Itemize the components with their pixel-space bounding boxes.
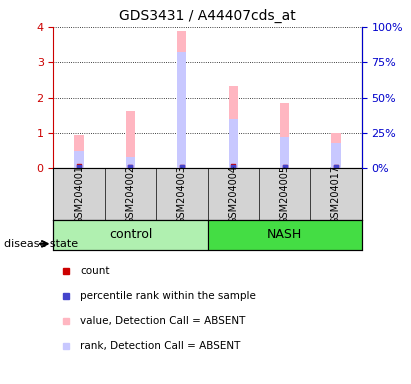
- Bar: [74, 151, 84, 169]
- Text: GSM204003: GSM204003: [177, 165, 187, 224]
- Point: [76, 163, 82, 169]
- Bar: [280, 103, 289, 169]
- Bar: [177, 52, 187, 169]
- Point: [127, 164, 134, 170]
- Bar: [126, 157, 135, 169]
- Bar: [208, 220, 362, 250]
- Point: [76, 164, 82, 170]
- Text: percentile rank within the sample: percentile rank within the sample: [80, 291, 256, 301]
- Text: rank, Detection Call = ABSENT: rank, Detection Call = ABSENT: [80, 341, 240, 351]
- Point: [281, 164, 288, 170]
- Bar: [74, 135, 84, 169]
- Point: [178, 164, 185, 170]
- Text: GSM204002: GSM204002: [125, 165, 136, 224]
- Point: [333, 164, 339, 170]
- Bar: [331, 133, 341, 169]
- Bar: [229, 119, 238, 169]
- Text: GSM204001: GSM204001: [74, 165, 84, 224]
- Text: control: control: [109, 228, 152, 242]
- Text: NASH: NASH: [267, 228, 302, 242]
- Bar: [126, 111, 135, 169]
- Bar: [280, 137, 289, 169]
- Title: GDS3431 / A44407cds_at: GDS3431 / A44407cds_at: [119, 9, 296, 23]
- Point: [281, 164, 288, 170]
- Bar: [53, 220, 208, 250]
- Text: count: count: [80, 266, 110, 276]
- Text: value, Detection Call = ABSENT: value, Detection Call = ABSENT: [80, 316, 245, 326]
- Point: [333, 164, 339, 170]
- Text: GSM204005: GSM204005: [279, 165, 290, 224]
- Text: GSM204017: GSM204017: [331, 165, 341, 224]
- Bar: [177, 31, 187, 169]
- Point: [127, 164, 134, 170]
- Point: [178, 164, 185, 170]
- Bar: [331, 143, 341, 169]
- Point: [230, 163, 237, 169]
- Bar: [229, 86, 238, 169]
- Text: GSM204004: GSM204004: [228, 165, 238, 224]
- Text: disease state: disease state: [4, 239, 78, 249]
- Point: [230, 164, 237, 170]
